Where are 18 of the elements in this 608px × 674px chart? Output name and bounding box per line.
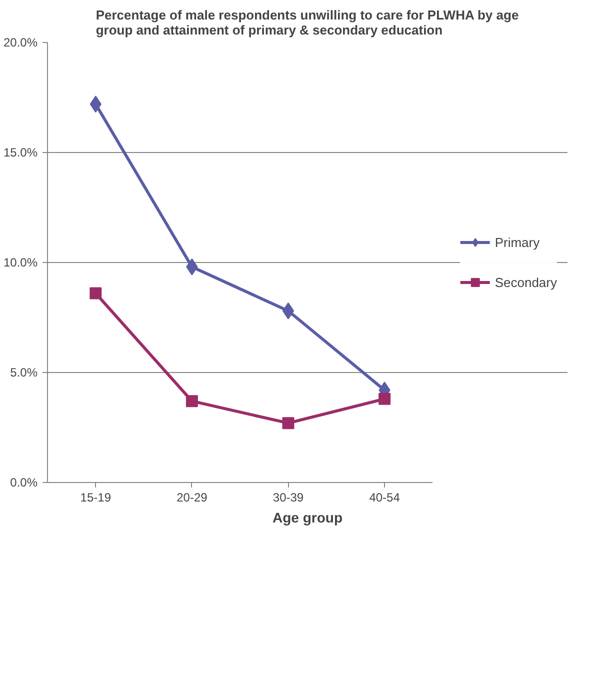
y-tick-label: 10.0% [3,256,38,270]
x-tick-label: 20-29 [176,490,208,504]
point [186,395,198,408]
point [282,302,294,320]
point [378,392,391,405]
legend-label: Secondary [494,274,557,290]
y-tick-label: 5.0% [10,366,38,380]
y-tick-label: 0.0% [10,476,38,490]
x-tick-label: 15-19 [80,490,112,504]
x-tick-label: 40-54 [369,490,400,504]
legend-label: Primary [494,234,540,250]
point [90,287,102,300]
x-axis-title: Age group [272,510,343,526]
x-tick-label: 30-39 [272,490,304,504]
point [282,417,294,430]
y-tick-label: 15.0% [3,146,38,160]
y-tick-label: 20.0% [3,36,38,50]
chart-title: Percentage of male respondents unwilling to care for PLWHA by age group and attainment of primary & secondary education [96,8,519,38]
